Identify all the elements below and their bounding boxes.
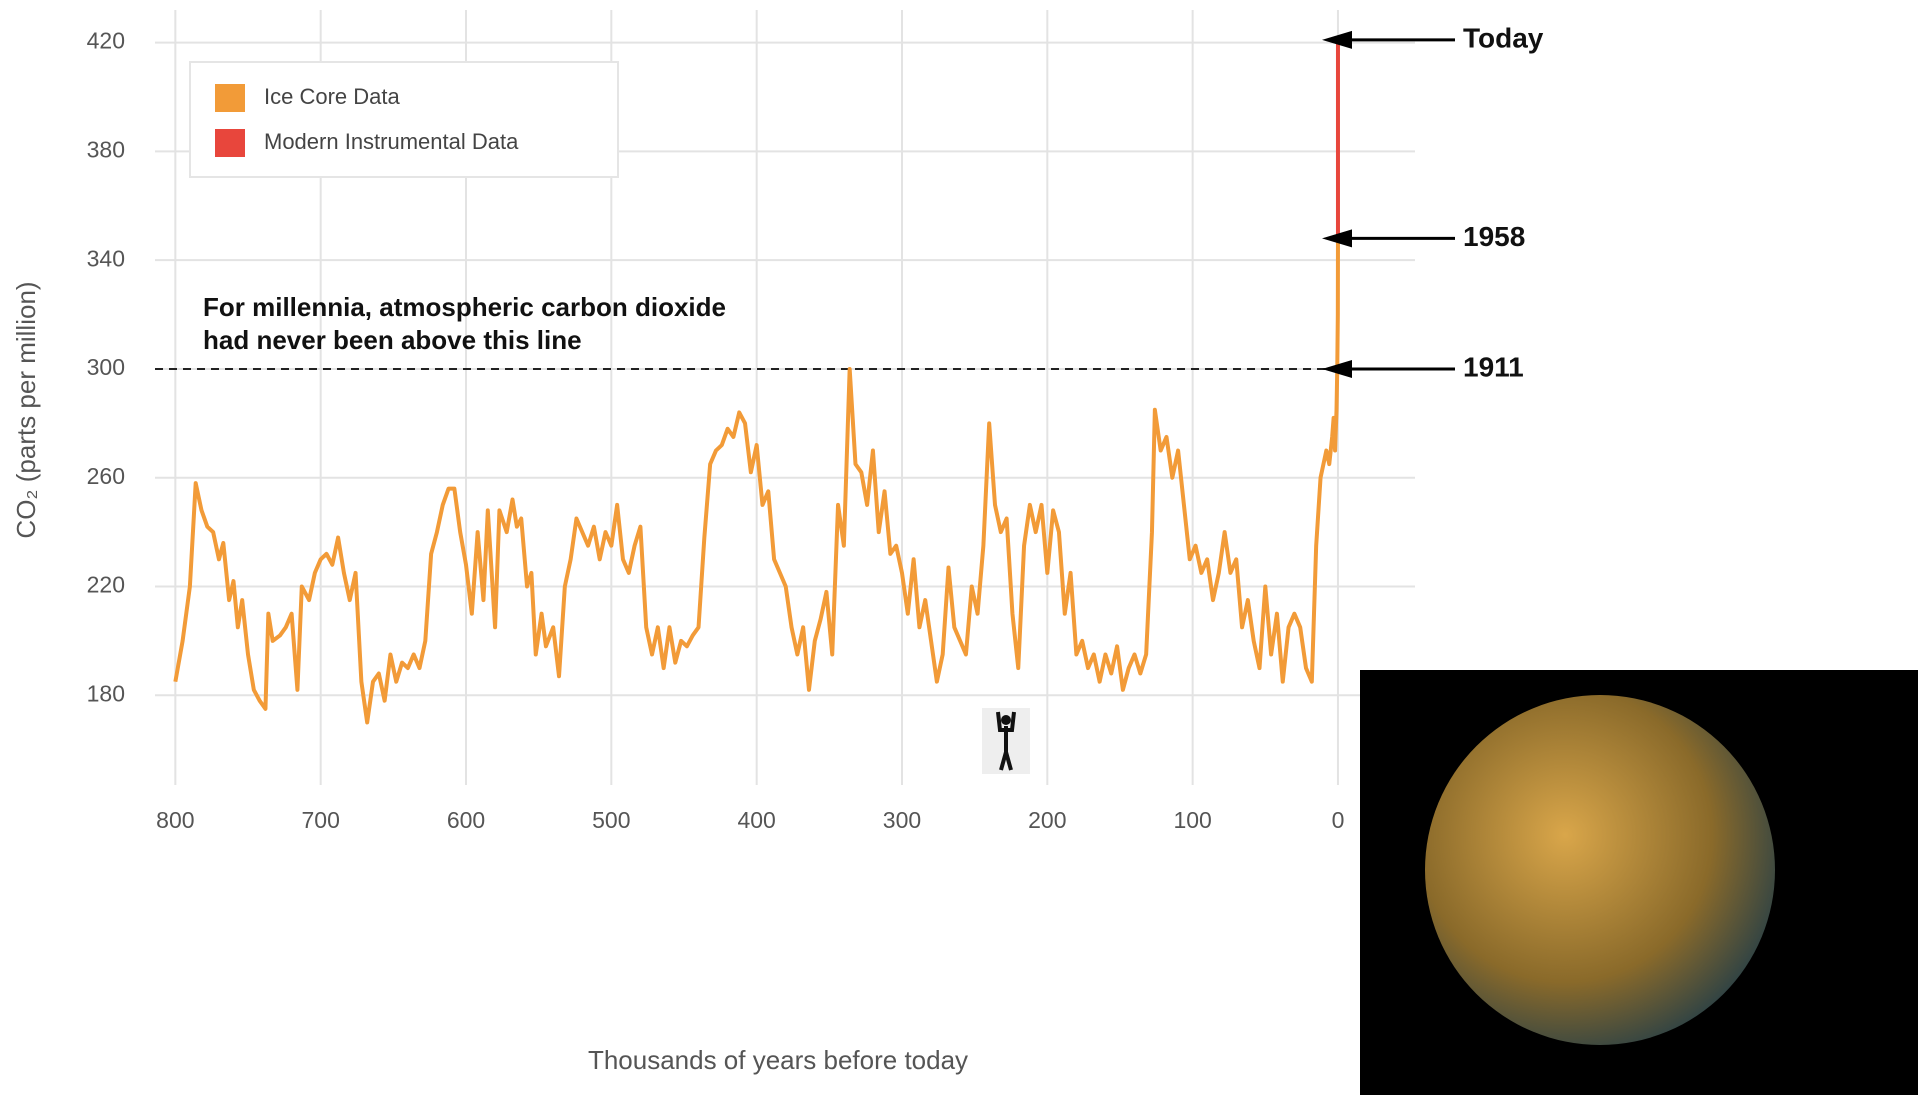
- y-tick-label: 260: [87, 463, 125, 489]
- y-tick-label: 340: [87, 245, 125, 271]
- legend-swatch: [215, 84, 245, 112]
- legend: Ice Core Data Modern Instrumental Data: [189, 61, 619, 178]
- annotation-label: 1958: [1463, 221, 1525, 252]
- y-tick-label: 380: [87, 136, 125, 162]
- y-axis-label: CO₂ (parts per million): [11, 281, 41, 538]
- x-axis-label: Thousands of years before today: [588, 1045, 968, 1075]
- x-tick-label: 300: [883, 807, 921, 833]
- y-tick-label: 420: [87, 28, 125, 54]
- threshold-text: had never been above this line: [203, 325, 582, 355]
- arrow-head: [1322, 30, 1352, 49]
- x-tick-label: 200: [1028, 807, 1066, 833]
- arrow-head: [1322, 359, 1352, 378]
- legend-label: Modern Instrumental Data: [264, 129, 519, 154]
- threshold-text: For millennia, atmospheric carbon dioxid…: [203, 292, 726, 322]
- x-tick-label: 700: [301, 807, 339, 833]
- x-tick-label: 100: [1173, 807, 1211, 833]
- legend-swatch: [215, 129, 245, 157]
- x-tick-label: 0: [1332, 807, 1345, 833]
- annotation-label: Today: [1463, 22, 1544, 53]
- y-tick-label: 180: [87, 680, 125, 706]
- x-tick-label: 400: [737, 807, 775, 833]
- legend-box: [189, 61, 619, 178]
- y-tick-label: 300: [87, 354, 125, 380]
- legend-label: Ice Core Data: [264, 84, 400, 109]
- data-line: [173, 241, 1340, 725]
- y-tick-label: 220: [87, 572, 125, 598]
- x-tick-label: 500: [592, 807, 630, 833]
- arrow-head: [1322, 229, 1352, 248]
- x-tick-label: 600: [447, 807, 485, 833]
- person-icon: [982, 708, 1030, 774]
- annotation-label: 1911: [1463, 351, 1524, 382]
- earth-image: [1360, 670, 1918, 1095]
- x-tick-label: 800: [156, 807, 194, 833]
